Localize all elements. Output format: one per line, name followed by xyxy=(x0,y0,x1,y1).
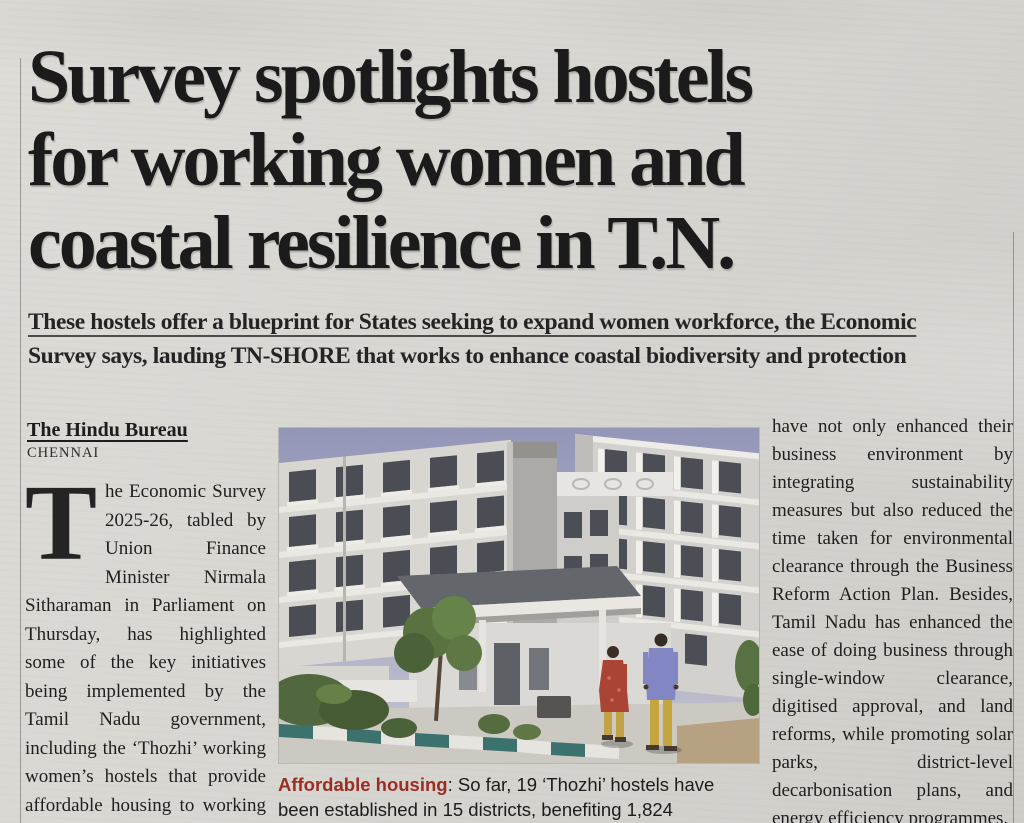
headline-line-3: coastal resilience in T.N. xyxy=(28,201,736,285)
byline: The Hindu Bureau CHENNAI xyxy=(27,419,266,462)
hostel-photo-illustration xyxy=(279,428,759,763)
byline-author: The Hindu Bureau xyxy=(27,419,188,441)
byline-location: CHENNAI xyxy=(27,445,100,461)
body-paragraph-continuation: have not only enhanced their business en… xyxy=(772,416,1013,823)
standfirst: These hostels offer a blueprint for Stat… xyxy=(28,305,1008,373)
headline: Survey spotlights hostels for working wo… xyxy=(28,36,1008,285)
column-rule-left xyxy=(20,58,21,823)
dropcap: T xyxy=(25,464,98,583)
photo-column: Affordable housing: So far, 19 ‘Thozhi’ … xyxy=(278,413,760,823)
article-photo xyxy=(278,427,760,764)
standfirst-line-1: These hostels offer a blueprint for Stat… xyxy=(28,309,917,335)
headline-line-1: Survey spotlights hostels xyxy=(28,36,754,119)
body-paragraph-1-text: he Economic Survey 2025-26, tabled by Un… xyxy=(25,481,266,816)
photo-caption: Affordable housing: So far, 19 ‘Thozhi’ … xyxy=(278,772,758,823)
photo-caption-label: Affordable housing xyxy=(278,774,448,795)
headline-line-2: for working women and xyxy=(28,118,746,202)
right-text-column: have not only enhanced their business en… xyxy=(772,413,1013,823)
standfirst-line-2: Survey says, lauding TN-SHORE that works… xyxy=(28,343,907,369)
photo-caption-text: : So far, 19 ‘Thozhi’ hostels have been … xyxy=(278,774,715,820)
column-rule-right xyxy=(1013,232,1014,823)
article-header: Survey spotlights hostels for working wo… xyxy=(28,36,1008,373)
